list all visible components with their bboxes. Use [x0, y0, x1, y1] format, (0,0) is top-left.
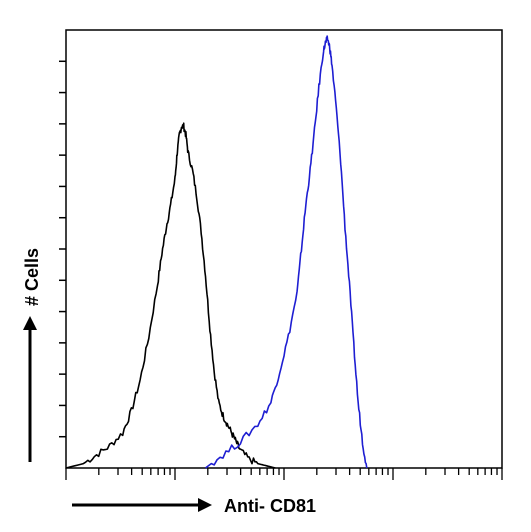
y-axis-ticks — [59, 60, 66, 438]
y-axis-label: # Cells — [22, 248, 42, 306]
plot-frame — [65, 29, 503, 469]
x-axis-arrowhead — [198, 498, 212, 512]
series-layer — [65, 35, 368, 469]
x-axis-ticks — [65, 468, 503, 480]
histogram-series-2 — [205, 35, 368, 469]
x-axis-label: Anti- CD81 — [224, 496, 316, 516]
y-axis-arrowhead — [23, 316, 37, 330]
histogram-series-1 — [65, 122, 276, 469]
